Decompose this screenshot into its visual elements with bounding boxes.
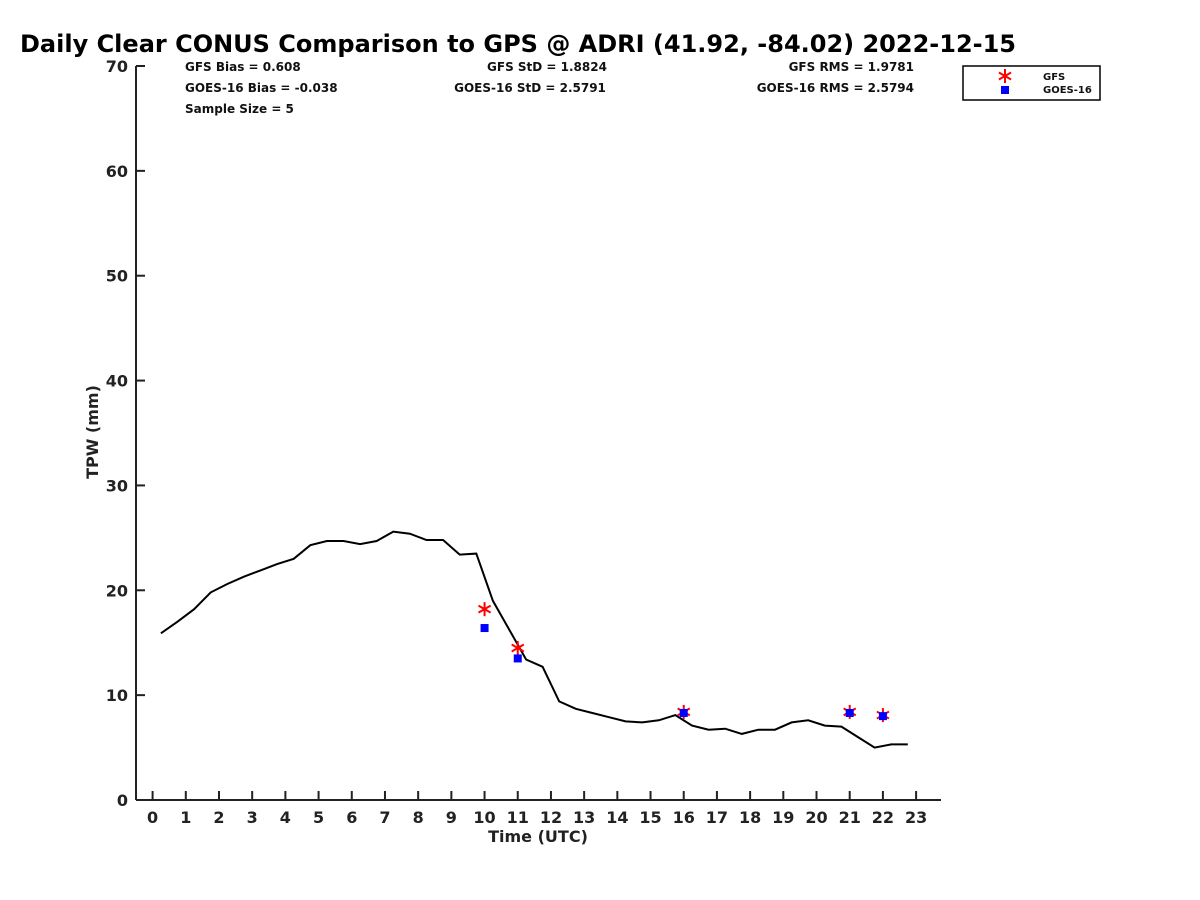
x-tick-label: 14 <box>606 808 628 827</box>
x-tick-label: 16 <box>673 808 695 827</box>
y-tick-label: 60 <box>106 162 128 181</box>
gfs-point <box>511 640 525 655</box>
y-tick-label: 20 <box>106 581 128 600</box>
y-ticks: 0 10 20 30 40 50 60 70 <box>106 57 145 810</box>
goes-bias-stat: GOES-16 Bias = -0.038 <box>185 81 338 95</box>
legend-box <box>962 65 1101 101</box>
x-tick-label: 15 <box>639 808 661 827</box>
x-tick-label: 8 <box>413 808 424 827</box>
y-tick-label: 50 <box>106 267 128 286</box>
goes-point <box>513 654 522 663</box>
y-tick-label: 0 <box>117 791 128 810</box>
legend-gfs-asterisk <box>998 69 1012 83</box>
x-tick-label: 11 <box>507 808 529 827</box>
x-tick-label: 2 <box>213 808 224 827</box>
x-tick-label: 3 <box>247 808 258 827</box>
gps-line <box>160 530 908 749</box>
x-tick-label: 12 <box>540 808 562 827</box>
x-tick-label: 21 <box>839 808 861 827</box>
goes-rms-stat: GOES-16 RMS = 2.5794 <box>757 81 914 95</box>
x-tick-label: 10 <box>473 808 495 827</box>
goes-point <box>679 708 688 717</box>
x-tick-label: 1 <box>180 808 191 827</box>
x-tick-label: 4 <box>280 808 291 827</box>
y-tick-label: 70 <box>106 57 128 76</box>
x-tick-label: 6 <box>346 808 357 827</box>
goes-point <box>480 624 489 633</box>
x-tick-label: 19 <box>772 808 794 827</box>
legend: GFS GOES-16 <box>962 65 1101 101</box>
axes <box>135 66 941 801</box>
gfs-rms-stat: GFS RMS = 1.9781 <box>789 60 914 74</box>
y-axis-label: TPW (mm) <box>83 385 102 479</box>
x-axis-label: Time (UTC) <box>488 827 588 846</box>
legend-gfs-marker <box>998 69 1012 83</box>
y-tick-label: 10 <box>106 686 128 705</box>
gfs-bias-stat: GFS Bias = 0.608 <box>185 60 301 74</box>
series-layer <box>160 530 908 749</box>
goes-point <box>845 708 854 717</box>
y-tick-label: 30 <box>106 476 128 495</box>
gfs-point <box>477 602 492 617</box>
gfs-std-stat: GFS StD = 1.8824 <box>487 60 607 74</box>
x-tick-label: 20 <box>805 808 827 827</box>
x-ticks: 0 1 2 3 4 5 6 7 8 9 10 11 12 13 14 15 16 17 18 19 20 21 22 23 <box>147 791 927 827</box>
x-tick-label: 13 <box>573 808 595 827</box>
x-tick-label: 22 <box>872 808 894 827</box>
x-tick-label: 7 <box>379 808 390 827</box>
sample-size-stat: Sample Size = 5 <box>185 102 294 116</box>
legend-gfs-label: GFS <box>1043 72 1065 83</box>
goes-point <box>878 712 887 721</box>
x-tick-label: 9 <box>446 808 457 827</box>
chart-title: Daily Clear CONUS Comparison to GPS @ AD… <box>20 30 1016 58</box>
x-tick-label: 17 <box>706 808 728 827</box>
goes-std-stat: GOES-16 StD = 2.5791 <box>454 81 606 95</box>
x-tick-label: 18 <box>739 808 761 827</box>
x-tick-label: 5 <box>313 808 324 827</box>
x-tick-label: 23 <box>905 808 927 827</box>
legend-goes-label: GOES-16 <box>1043 85 1092 96</box>
legend-goes-marker <box>1001 86 1009 94</box>
x-tick-label: 0 <box>147 808 158 827</box>
y-tick-label: 40 <box>106 372 128 391</box>
